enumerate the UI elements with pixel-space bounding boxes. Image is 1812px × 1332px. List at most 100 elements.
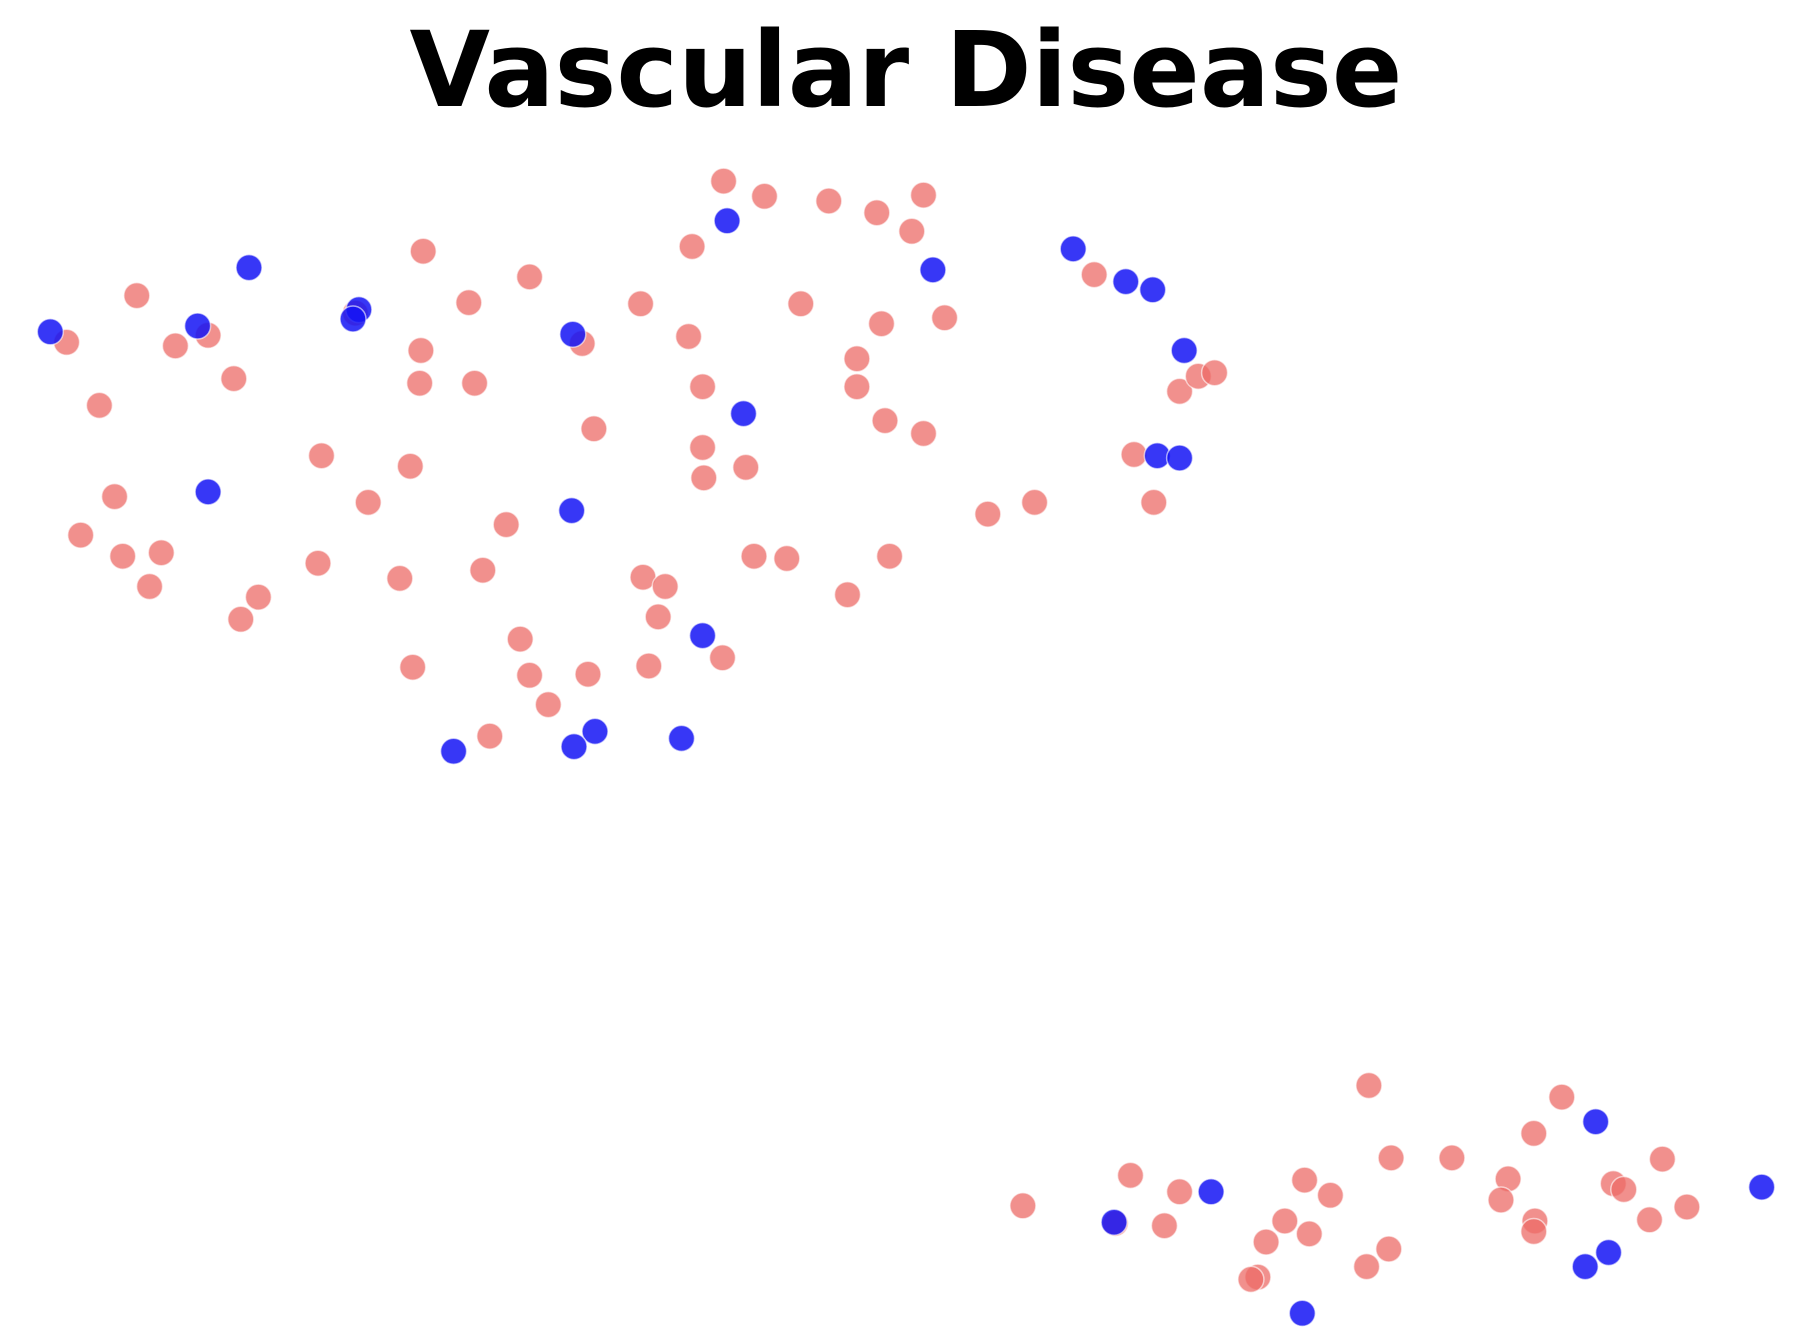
scatter-point-series-1 bbox=[1352, 1252, 1381, 1281]
scatter-point-series-2 bbox=[559, 320, 587, 348]
scatter-point-series-1 bbox=[1520, 1217, 1548, 1246]
scatter-point-series-1 bbox=[974, 500, 1002, 528]
scatter-point-series-1 bbox=[833, 580, 862, 609]
scatter-point-series-2 bbox=[1170, 336, 1198, 365]
scatter-point-series-1 bbox=[815, 187, 843, 215]
scatter-point-series-2 bbox=[1112, 267, 1140, 296]
scatter-point-series-1 bbox=[515, 661, 544, 690]
scatter-point-series-1 bbox=[405, 369, 434, 397]
scatter-point-series-2 bbox=[183, 312, 212, 340]
scatter-point-series-2 bbox=[557, 496, 586, 525]
scatter-point-series-1 bbox=[1520, 1119, 1548, 1148]
scatter-point-series-1 bbox=[100, 482, 129, 511]
scatter-point-series-1 bbox=[1355, 1071, 1383, 1100]
scatter-point-series-1 bbox=[930, 304, 959, 332]
scatter-point-series-1 bbox=[690, 464, 718, 492]
scatter-point-series-2 bbox=[1594, 1238, 1623, 1267]
scatter-point-series-2 bbox=[36, 318, 65, 346]
scatter-point-series-1 bbox=[1120, 440, 1148, 469]
scatter-point-series-2 bbox=[1059, 235, 1087, 263]
scatter-point-series-2 bbox=[688, 621, 717, 650]
scatter-point-series-1 bbox=[1165, 1178, 1194, 1206]
scatter-point-series-1 bbox=[147, 538, 176, 567]
scatter-point-series-1 bbox=[161, 332, 190, 360]
scatter-point-series-1 bbox=[626, 290, 655, 318]
scatter-point-series-1 bbox=[1116, 1161, 1145, 1190]
scatter-point-series-1 bbox=[244, 583, 273, 611]
scatter-point-series-2 bbox=[919, 256, 947, 284]
scatter-point-series-2 bbox=[560, 732, 588, 761]
scatter-point-series-1 bbox=[1548, 1083, 1576, 1111]
scatter-point-series-1 bbox=[455, 288, 483, 317]
scatter-point-series-2 bbox=[339, 305, 367, 333]
scatter-point-series-1 bbox=[651, 572, 679, 601]
scatter-point-series-1 bbox=[750, 182, 779, 211]
scatter-point-series-2 bbox=[1165, 444, 1194, 472]
chart-title: Vascular Disease bbox=[409, 9, 1403, 131]
scatter-point-series-2 bbox=[194, 478, 222, 506]
scatter-point-series-1 bbox=[1375, 1235, 1403, 1263]
scatter-point-series-1 bbox=[1140, 488, 1168, 517]
scatter-point-series-2 bbox=[1747, 1173, 1776, 1201]
scatter-point-series-1 bbox=[709, 167, 738, 195]
scatter-point-series-1 bbox=[1200, 358, 1229, 387]
scatter-point-series-1 bbox=[1673, 1193, 1701, 1221]
scatter-point-series-1 bbox=[580, 415, 608, 443]
scatter-point-series-1 bbox=[1237, 1265, 1265, 1294]
scatter-point-series-1 bbox=[1165, 377, 1194, 406]
scatter-point-series-2 bbox=[1288, 1299, 1317, 1328]
scatter-point-series-1 bbox=[407, 336, 435, 365]
scatter-point-series-2 bbox=[1581, 1107, 1610, 1136]
scatter-point-series-1 bbox=[732, 453, 760, 482]
scatter-point-series-1 bbox=[304, 549, 332, 577]
scatter-point-series-1 bbox=[476, 722, 504, 750]
scatter-point-series-2 bbox=[581, 717, 609, 746]
scatter-point-series-1 bbox=[135, 572, 164, 601]
scatter-point-series-2 bbox=[729, 399, 758, 428]
scatter-point-series-1 bbox=[1290, 1166, 1319, 1194]
scatter-point-series-1 bbox=[492, 510, 520, 539]
scatter-point-series-1 bbox=[773, 544, 801, 573]
scatter-point-series-1 bbox=[1438, 1144, 1466, 1172]
scatter-point-series-1 bbox=[644, 603, 672, 631]
scatter-point-series-1 bbox=[396, 452, 425, 480]
scatter-point-series-1 bbox=[1020, 488, 1049, 517]
scatter-point-series-1 bbox=[354, 488, 382, 517]
scatter-point-series-2 bbox=[667, 724, 696, 753]
scatter-point-series-1 bbox=[534, 690, 563, 719]
scatter-point-series-1 bbox=[409, 237, 437, 265]
plot-area bbox=[36, 167, 1776, 1328]
scatter-point-series-1 bbox=[674, 322, 703, 351]
scatter-point-series-1 bbox=[898, 217, 926, 246]
scatter-point-series-1 bbox=[574, 660, 602, 688]
scatter-point-series-1 bbox=[386, 564, 414, 593]
scatter-point-series-2 bbox=[235, 253, 263, 282]
scatter-point-series-1 bbox=[843, 344, 871, 373]
scatter-point-series-1 bbox=[787, 290, 815, 318]
scatter-point-series-1 bbox=[1150, 1211, 1179, 1240]
scatter-point-series-1 bbox=[863, 198, 891, 227]
scatter-point-series-1 bbox=[108, 542, 137, 570]
scatter-point-series-1 bbox=[1635, 1206, 1664, 1234]
scatter-point-series-1 bbox=[398, 653, 427, 681]
scatter-point-series-1 bbox=[1252, 1228, 1280, 1256]
scatter-point-series-1 bbox=[515, 263, 544, 291]
scatter-point-series-1 bbox=[506, 625, 534, 653]
scatter-point-series-1 bbox=[1009, 1192, 1037, 1220]
scatter-point-series-1 bbox=[708, 644, 737, 672]
scatter-point-series-1 bbox=[1377, 1144, 1405, 1172]
scatter-point-series-1 bbox=[678, 232, 706, 261]
scatter-point-series-1 bbox=[220, 364, 248, 393]
scatter-point-series-1 bbox=[867, 309, 896, 338]
scatter-point-series-1 bbox=[123, 281, 151, 310]
scatter-point-series-2 bbox=[439, 737, 468, 766]
scatter-point-series-1 bbox=[85, 391, 114, 420]
scatter-point-series-1 bbox=[909, 419, 938, 448]
scatter-point-series-1 bbox=[875, 542, 904, 570]
scatter-point-series-2 bbox=[1138, 276, 1167, 304]
scatter-point-series-1 bbox=[871, 406, 899, 435]
scatter-point-series-1 bbox=[740, 542, 768, 570]
scatter-point-series-1 bbox=[227, 605, 255, 634]
scatter-point-series-2 bbox=[1100, 1208, 1128, 1236]
